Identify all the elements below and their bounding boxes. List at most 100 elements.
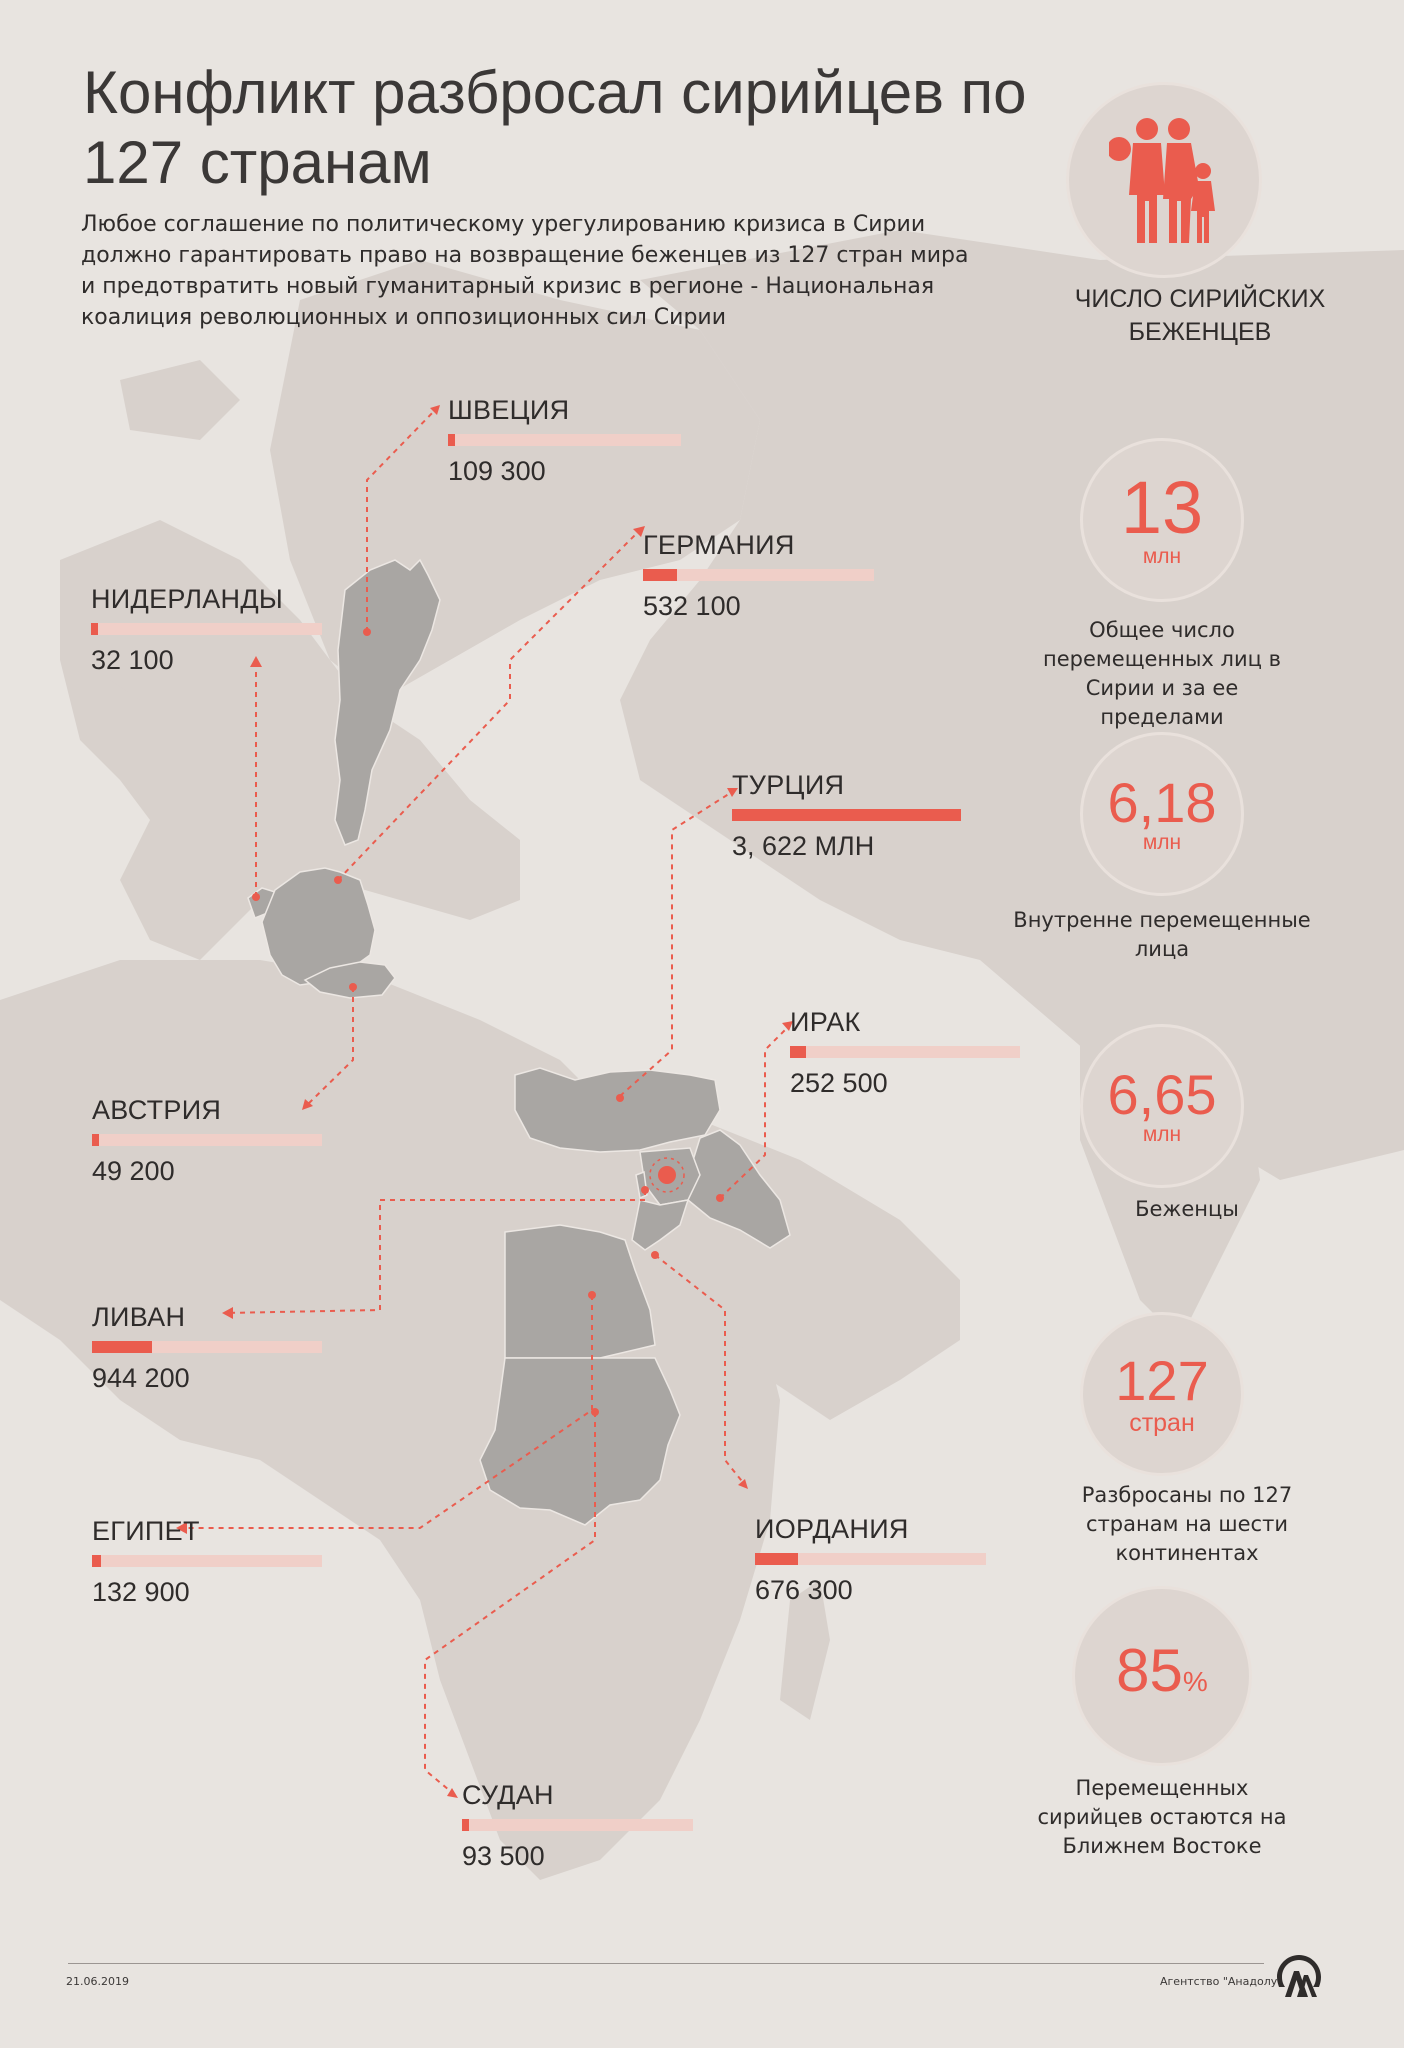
arrow-austria-icon [302,1099,313,1110]
connector-lines [180,404,791,1796]
stat-description-refugees: Беженцы [1135,1197,1239,1221]
family-icon-circle [1066,82,1262,278]
country-sweden: ШВЕЦИЯ 109 300 [448,395,681,487]
arrow-lebanon-icon [222,1307,233,1319]
bar-fill [790,1046,807,1058]
stat-number: 85 [1116,1637,1183,1704]
bar-fill [91,623,98,635]
bar-fill [448,434,455,446]
page-title: Конфликт разбросал сирийцев по 127 стран… [83,59,1027,196]
syria-origin-icon [649,1157,685,1193]
country-name: ИОРДАНИЯ [755,1514,909,1544]
dot-jordan [651,1251,659,1259]
bar-fill [462,1819,469,1831]
page-subtitle: Любое соглашение по политическому урегул… [81,212,969,330]
country-name: ИРАК [790,1007,861,1037]
country-iraq: ИРАК 252 500 [790,1007,1020,1099]
stat-circle-total: 13 млн [1080,438,1244,602]
stat-unit: млн [1142,831,1182,854]
turkey-connector [619,789,736,1097]
country-sudan: СУДАН 93 500 [462,1780,693,1872]
country-value: 132 900 [92,1577,190,1607]
iraq-connector [719,1024,791,1199]
stat-unit: млн [1142,545,1182,568]
dot-lebanon [641,1186,649,1194]
stat-description-percent: Перемещенных сирийцев остаются на Ближне… [1037,1776,1287,1858]
stat-number: 6,65 [1107,1063,1217,1126]
country-name: ШВЕЦИЯ [448,395,570,425]
value-bar [732,809,961,821]
arrow-netherlands-icon [250,656,262,667]
value-bar [643,569,874,581]
country-value: 676 300 [755,1575,853,1605]
arrow-turkey-icon [727,788,738,797]
bar-fill [755,1553,799,1565]
sweden-connector [366,404,441,632]
country-value: 49 200 [92,1156,175,1186]
country-name: ЕГИПЕТ [92,1516,200,1546]
austria-shape [303,961,396,999]
stat-description-countries: Разбросаны по 127 странам на шести конти… [1081,1483,1293,1565]
stat-circle-percent: 85% [1072,1586,1252,1766]
stat-number: 13 [1120,466,1204,549]
country-value: 3, 622 МЛН [732,831,875,861]
footer-date: 21.06.2019 [66,1975,129,1988]
stat-unit: млн [1142,1123,1182,1146]
stat-unit: стран [1129,1409,1195,1437]
family-icon [1107,118,1215,243]
dot-sweden [363,628,371,636]
country-value: 32 100 [91,645,174,675]
footer-agency: Агентство "Анадолу" [1160,1975,1283,1988]
value-bar [91,623,322,635]
stat-unit: % [1182,1666,1208,1697]
country-value: 109 300 [448,456,546,486]
arrow-germany-icon [633,526,645,537]
anadolu-logo-icon [1277,1955,1321,1997]
austria-connector [304,987,354,1108]
country-netherlands: НИДЕРЛАНДЫ 32 100 [91,584,322,676]
value-bar [462,1819,693,1831]
value-bar [755,1553,986,1565]
highlighted-countries [247,558,791,1526]
dot-austria [349,983,357,991]
country-name: ТУРЦИЯ [732,770,845,800]
value-bar [448,434,681,446]
stat-circle-refugees: 6,65 млн [1080,1024,1244,1188]
country-lebanon: ЛИВАН 944 200 [92,1302,322,1394]
arrow-sweden-icon [430,405,440,415]
country-name: ГЕРМАНИЯ [643,530,795,560]
bar-fill [92,1555,101,1567]
turkey-shape [514,1067,721,1153]
country-name: СУДАН [462,1780,554,1810]
arrow-sudan-icon [447,1788,458,1798]
stat-percent-wrap: 85% [1075,1641,1249,1701]
value-bar [92,1555,322,1567]
stat-description-internal: Внутренне перемещенные лица [1013,908,1311,961]
stats-label: ЧИСЛО СИРИЙСКИХ БЕЖЕНЦЕВ [1074,285,1326,346]
bar-fill [92,1134,99,1146]
country-turkey: ТУРЦИЯ 3, 622 МЛН [732,770,961,862]
stat-number: 127 [1115,1349,1209,1412]
bar-fill [643,569,677,581]
sweden-shape [334,558,441,846]
dot-egypt [588,1291,596,1299]
dot-turkey [616,1094,624,1102]
stat-description-total: Общее число перемещенных лиц в Сирии и з… [1043,618,1281,729]
bar-fill [732,809,961,821]
stat-circle-countries: 127 стран [1080,1312,1244,1476]
country-dots [252,628,724,1416]
dot-iraq [716,1194,724,1202]
lebanon-connector [224,1190,646,1314]
footer-divider [68,1963,1264,1964]
stat-number: 6,18 [1107,771,1217,834]
arrow-iraq-icon [782,1021,793,1031]
value-bar [790,1046,1020,1058]
country-austria: АВСТРИЯ 49 200 [92,1095,322,1187]
country-value: 944 200 [92,1363,190,1393]
country-name: АВСТРИЯ [92,1095,222,1125]
arrow-heads [176,405,793,1798]
value-bar [92,1341,322,1353]
dot-netherlands [252,893,260,901]
country-name: ЛИВАН [92,1302,186,1332]
country-value: 532 100 [643,591,741,621]
